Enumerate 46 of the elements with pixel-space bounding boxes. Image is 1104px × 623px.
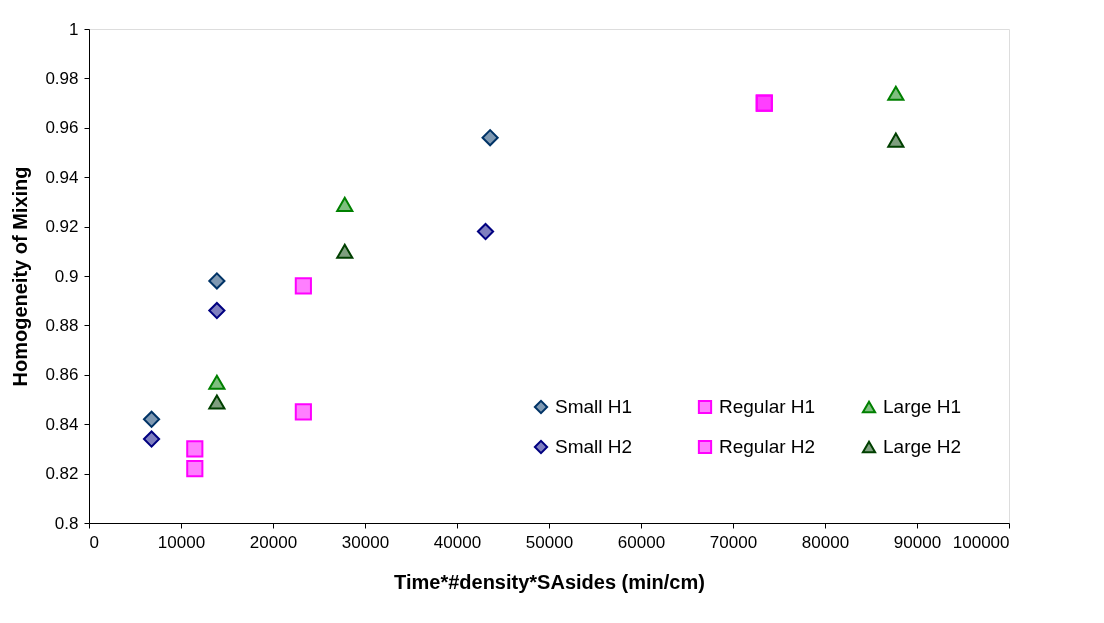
point — [294, 277, 312, 295]
legend-label: Large H1 — [883, 396, 962, 417]
legend-label: Small H1 — [555, 396, 633, 417]
point — [208, 374, 226, 390]
legend-label: Regular H1 — [719, 396, 816, 417]
point — [336, 196, 354, 212]
x-tick-label: 0 — [89, 532, 99, 552]
x-tick-label: 10000 — [157, 532, 206, 552]
point — [186, 440, 204, 458]
x-tick-label: 20000 — [249, 532, 298, 552]
point — [481, 129, 499, 147]
y-tick-label: 1 — [69, 19, 79, 39]
y-tick-label: 0.88 — [45, 315, 79, 335]
point — [208, 272, 226, 290]
legend-label: Small H2 — [555, 436, 633, 457]
point — [336, 243, 354, 259]
y-tick-label: 0.84 — [45, 414, 79, 434]
y-tick-label: 0.96 — [45, 118, 79, 138]
x-tick-label: 100000 — [952, 532, 1010, 552]
x-tick-label: 50000 — [525, 532, 574, 552]
point — [476, 222, 495, 241]
y-axis-title: Homogeneity of Mixing — [9, 166, 32, 387]
x-tick-label: 30000 — [341, 532, 390, 552]
y-tick-label: 0.98 — [45, 68, 79, 88]
x-tick-label: 60000 — [617, 532, 666, 552]
point — [142, 430, 161, 448]
y-tick-label: 0.8 — [54, 513, 79, 533]
point — [186, 460, 204, 478]
y-tick-label: 0.94 — [45, 167, 79, 187]
legend-label: Regular H2 — [719, 436, 816, 457]
x-axis-title: Time*#density*SAsides (min/cm) — [394, 570, 705, 593]
x-tick-label: 40000 — [433, 532, 482, 552]
point — [887, 85, 905, 101]
point — [208, 302, 226, 320]
y-tick-label: 0.9 — [54, 266, 79, 286]
x-tick-label: 90000 — [893, 532, 942, 552]
point — [887, 132, 905, 148]
x-tick-label: 70000 — [709, 532, 758, 552]
x-tick-label: 80000 — [801, 532, 850, 552]
y-tick-label: 0.82 — [45, 464, 79, 484]
point — [294, 403, 312, 421]
legend-label: Large H2 — [883, 436, 962, 457]
point — [142, 410, 161, 428]
point — [208, 394, 226, 410]
y-tick-label: 0.92 — [45, 217, 79, 237]
y-tick-label: 0.86 — [45, 365, 79, 385]
